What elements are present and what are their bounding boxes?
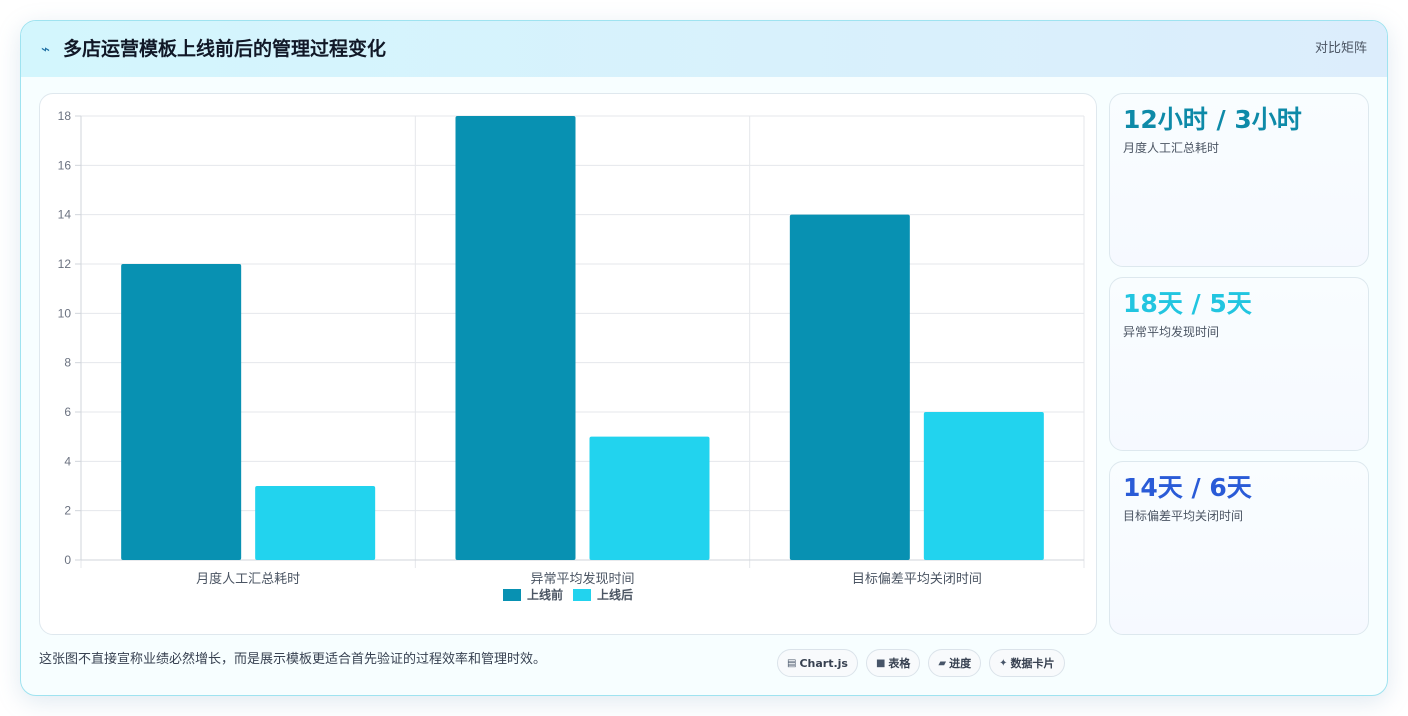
y-tick-label: 14 (58, 208, 72, 222)
legend-swatch (503, 589, 521, 601)
kpi-label: 目标偏差平均关闭时间 (1123, 509, 1244, 523)
y-tick-label: 0 (64, 553, 71, 567)
kpi-card-deviation-close: 14天 / 6天 目标偏差平均关闭时间 (1109, 461, 1369, 635)
kpi-card-monthly-summary: 12小时 / 3小时 月度人工汇总耗时 (1109, 93, 1369, 267)
chip-data-cards[interactable]: ✦ 数据卡片 (989, 649, 1065, 677)
chip-label: 数据卡片 (1010, 657, 1055, 670)
kpi-card-anomaly-detection: 18天 / 5天 异常平均发现时间 (1109, 277, 1369, 451)
comparison-card: ⌁ 多店运营模板上线前后的管理过程变化 对比矩阵 0 2 4 6 8 10 12 14 16 18… (20, 20, 1388, 696)
y-tick-label: 8 (64, 356, 71, 370)
y-tick-label: 18 (58, 109, 72, 123)
y-tick-label: 6 (64, 405, 71, 419)
feature-chips: ▤ Chart.js ■ 表格 ▰ 进度 ✦ 数据卡片 (777, 649, 1065, 677)
bar-chart-panel: 0 2 4 6 8 10 12 14 16 18 月度人工汇总耗时 异常平均发现时间 目标偏差平均关闭时… (39, 93, 1097, 635)
y-tick-label: 4 (64, 454, 71, 468)
x-tick-label: 月度人工汇总耗时 (196, 571, 300, 587)
legend-swatch (573, 589, 591, 601)
y-tick-label: 16 (58, 158, 72, 172)
bar-chart: 0 2 4 6 8 10 12 14 16 18 月度人工汇总耗时 异常平均发现时间 目标偏差平均关闭时… (58, 109, 1085, 602)
y-tick-label: 2 (64, 504, 71, 518)
chip-label: Chart.js (799, 656, 848, 670)
kpi-value: 12小时 / 3小时 (1123, 105, 1302, 134)
chip-chartjs[interactable]: ▤ Chart.js (777, 649, 858, 677)
kpi-value: 18天 / 5天 (1123, 289, 1252, 318)
card-header: ⌁ 多店运营模板上线前后的管理过程变化 对比矩阵 (21, 21, 1387, 77)
y-tick-label: 12 (58, 257, 72, 271)
sparkle-icon: ✦ (999, 657, 1008, 669)
chip-table[interactable]: ■ 表格 (865, 649, 921, 677)
bar-after (255, 486, 376, 560)
legend-label: 上线前 (527, 587, 563, 602)
bar-before (121, 264, 242, 560)
chip-progress[interactable]: ▰ 进度 (928, 649, 982, 677)
x-tick-label: 异常平均发现时间 (530, 571, 634, 587)
kpi-label: 异常平均发现时间 (1123, 325, 1220, 339)
chart-icon: ▤ (787, 657, 797, 669)
bar-after (589, 436, 710, 560)
kpi-label: 月度人工汇总耗时 (1123, 141, 1220, 155)
progress-icon: ▰ (938, 657, 947, 669)
bar-before (455, 116, 576, 560)
legend-label: 上线后 (597, 587, 633, 602)
x-tick-label: 目标偏差平均关闭时间 (852, 572, 982, 587)
table-icon: ■ (875, 657, 886, 669)
page-title: 多店运营模板上线前后的管理过程变化 (63, 38, 387, 60)
footnote: 这张图不直接宣称业绩必然增长，而是展示模板更适合首先验证的过程效率和管理时效。 (39, 652, 547, 667)
chip-label: 进度 (949, 657, 972, 670)
kpi-value: 14天 / 6天 (1123, 473, 1252, 502)
bar-before (789, 214, 910, 560)
line-spark-icon: ⌁ (41, 40, 51, 58)
header-tag: 对比矩阵 (1314, 41, 1367, 56)
bar-after (923, 412, 1044, 560)
y-tick-label: 10 (58, 306, 72, 320)
chip-label: 表格 (888, 657, 911, 670)
